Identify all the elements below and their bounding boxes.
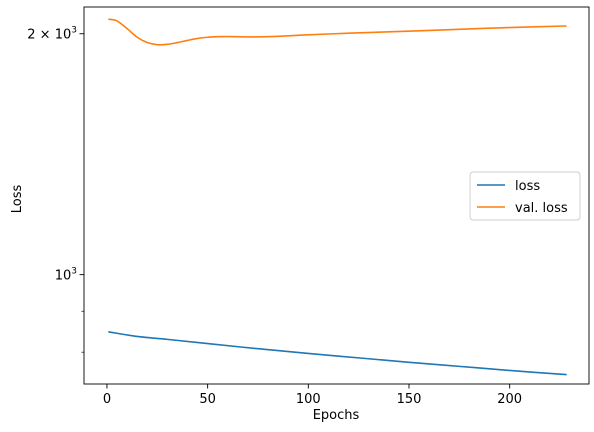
y-tick-label: 103 (55, 267, 77, 284)
series-line-loss (108, 331, 567, 376)
plot-frame (83, 6, 590, 385)
x-tick-label: 0 (103, 392, 111, 407)
y-axis-label: Loss (10, 185, 25, 214)
y-tick-base: 10 (55, 269, 72, 284)
y-tick-exponent: 3 (71, 26, 77, 36)
legend: loss val. loss (469, 171, 581, 221)
y-tick-base: 2 × 10 (27, 28, 71, 43)
series-lines (108, 18, 567, 376)
x-axis-label: Epochs (313, 408, 360, 423)
axes (83, 6, 590, 385)
x-tick-label: 150 (397, 392, 422, 407)
legend-box (469, 171, 581, 221)
y-tick-exponent: 3 (71, 267, 77, 277)
series-line-val-loss (108, 18, 567, 46)
legend-label-val-loss: val. loss (515, 201, 568, 216)
y-tick-label: 2 × 103 (27, 26, 77, 43)
x-tick-label: 50 (199, 392, 216, 407)
x-tick-label: 200 (497, 392, 522, 407)
legend-label-loss: loss (515, 179, 540, 194)
x-tick-label: 100 (296, 392, 321, 407)
